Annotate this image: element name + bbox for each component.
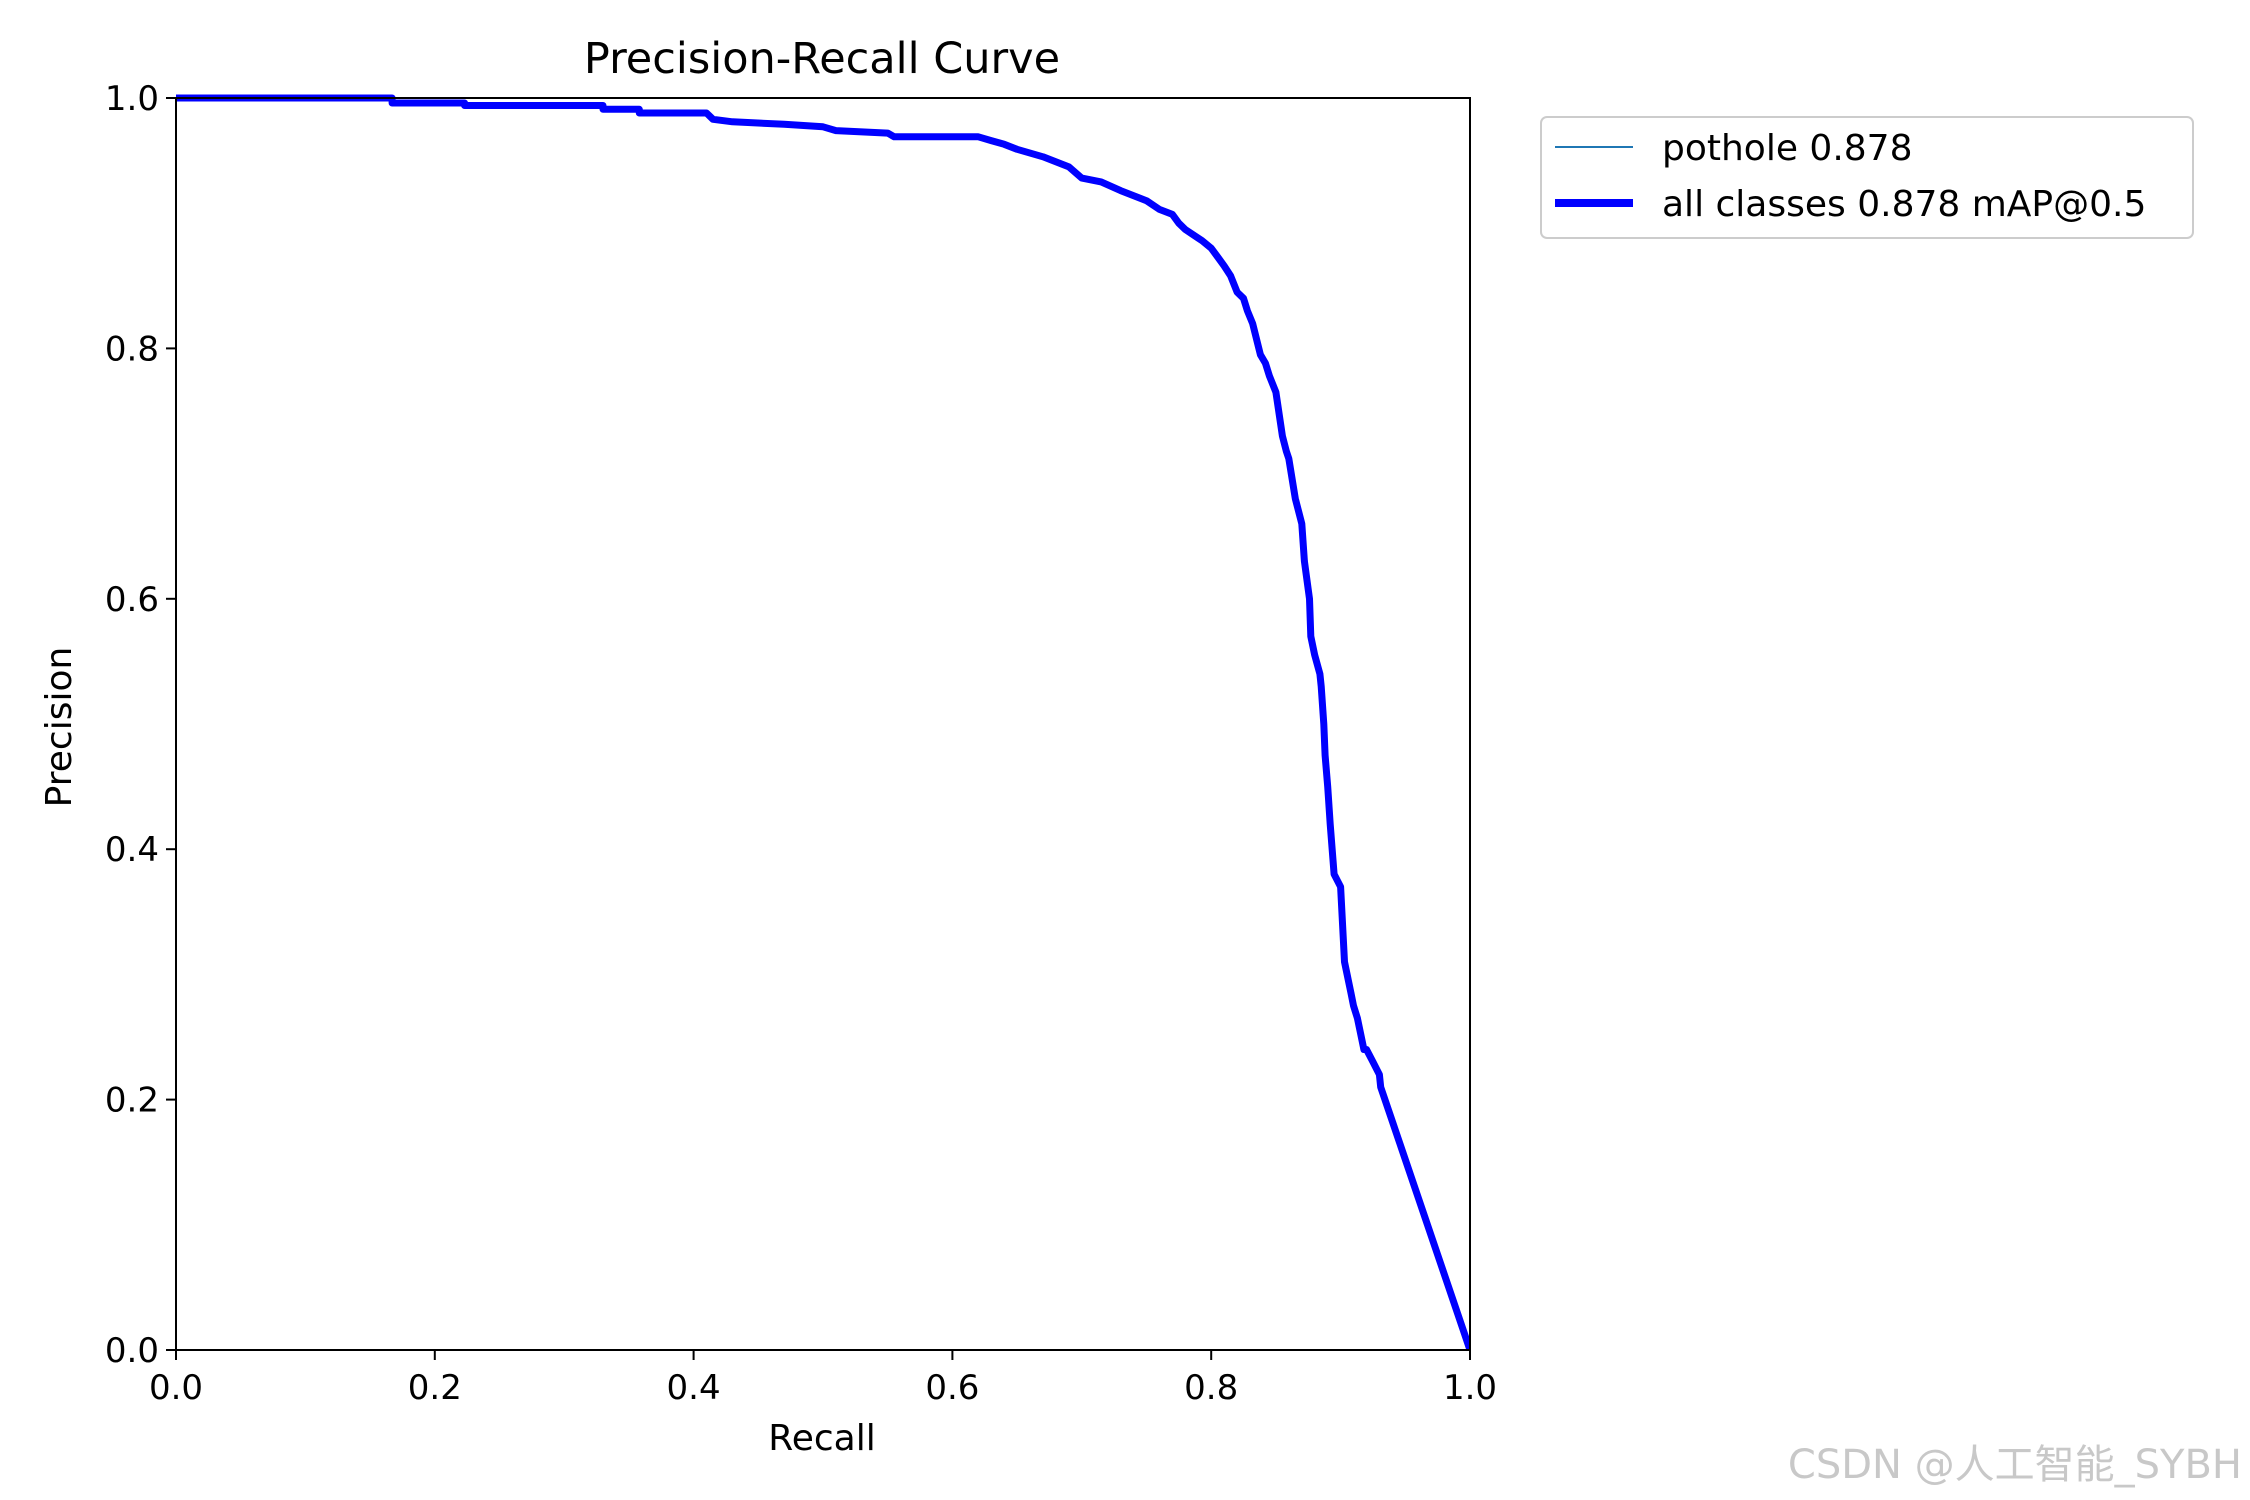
- x-tick-label: 0.2: [408, 1368, 462, 1408]
- legend-label-0: pothole 0.878: [1662, 128, 1913, 169]
- x-axis-label: Recall: [768, 1418, 875, 1459]
- x-tick-label: 0.6: [925, 1368, 979, 1408]
- watermark-text: CSDN @人工智能_SYBH: [1788, 1442, 2242, 1488]
- x-tick-label: 0.8: [1184, 1368, 1238, 1408]
- plot-frame: [175, 97, 1471, 1351]
- plot-area: 0.0 0.2 0.4 0.6 0.8 1.0 0.0 0.2 0.4 0.6 0.8 1.0: [105, 79, 1497, 1408]
- legend: pothole 0.878 all classes 0.878 mAP@0.5: [1540, 116, 2194, 239]
- y-tick-label: 0.8: [105, 329, 159, 369]
- y-tick-label: 1.0: [105, 79, 159, 119]
- y-tick-label: 0.2: [105, 1081, 159, 1121]
- x-tick-label: 0.4: [667, 1368, 721, 1408]
- legend-label-1: all classes 0.878 mAP@0.5: [1662, 184, 2146, 225]
- y-axis-label: Precision: [39, 647, 80, 808]
- x-tick-label: 1.0: [1443, 1368, 1497, 1408]
- y-tick-label: 0.6: [105, 580, 159, 620]
- y-tick-label: 0.0: [105, 1331, 159, 1371]
- x-tick-label: 0.0: [149, 1368, 203, 1408]
- series-line-0: [176, 94, 1470, 1352]
- chart-title: Precision-Recall Curve: [584, 34, 1060, 84]
- legend-box: [1540, 116, 2194, 239]
- y-tick-label: 0.4: [105, 830, 159, 870]
